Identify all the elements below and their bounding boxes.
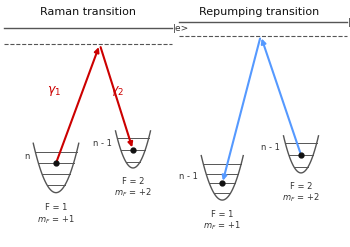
Text: n - 1: n - 1 (179, 172, 198, 181)
Text: F = 1: F = 1 (45, 203, 67, 211)
Text: $m_F$ = +2: $m_F$ = +2 (114, 186, 152, 199)
Text: $m_F$ = +1: $m_F$ = +1 (203, 220, 241, 232)
Text: F = 2: F = 2 (290, 182, 312, 190)
Text: Repumping transition: Repumping transition (199, 7, 319, 17)
Text: |e>: |e> (173, 24, 189, 33)
Text: $\gamma_1$: $\gamma_1$ (47, 84, 61, 98)
Text: n: n (25, 152, 30, 161)
Text: $m_F$ = +1: $m_F$ = +1 (37, 214, 75, 226)
Text: $\gamma_2$: $\gamma_2$ (110, 84, 124, 98)
Text: F = 2: F = 2 (122, 177, 144, 185)
Text: Raman transition: Raman transition (40, 7, 135, 17)
Text: |e>: |e> (348, 18, 350, 27)
Text: n - 1: n - 1 (261, 144, 280, 152)
Text: n - 1: n - 1 (93, 139, 112, 147)
Text: $m_F$ = +2: $m_F$ = +2 (282, 191, 320, 204)
Text: F = 1: F = 1 (211, 210, 233, 219)
